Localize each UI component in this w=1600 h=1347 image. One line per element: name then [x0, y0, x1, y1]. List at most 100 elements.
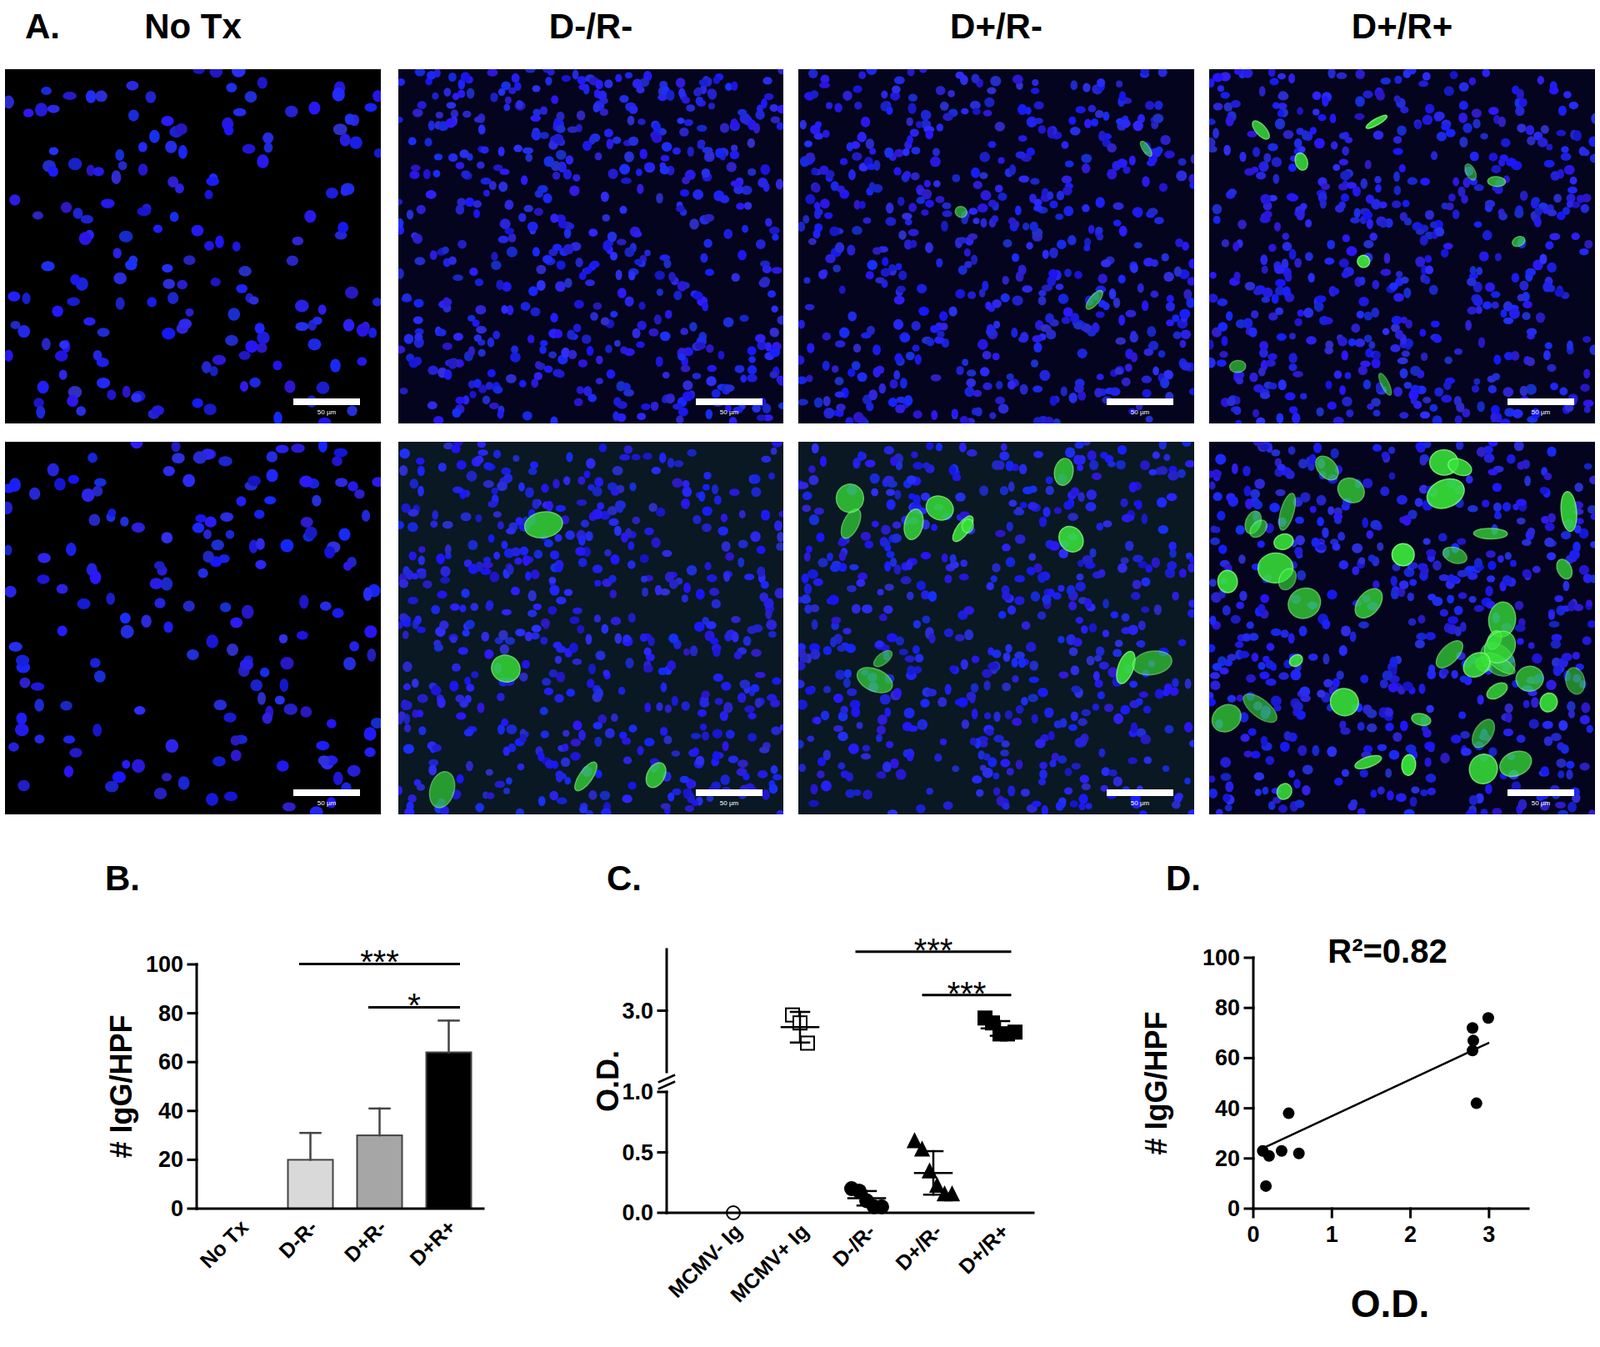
nucleus	[191, 398, 203, 409]
nucleus	[1030, 178, 1040, 185]
nucleus	[345, 286, 359, 300]
nucleus	[558, 220, 568, 229]
nucleus	[760, 580, 770, 589]
nucleus	[455, 712, 467, 720]
nucleus	[474, 455, 484, 465]
nucleus	[590, 311, 599, 320]
nucleus	[771, 266, 783, 274]
nucleus	[120, 625, 135, 639]
nucleus	[531, 498, 540, 509]
nucleus	[571, 658, 582, 665]
nucleus	[778, 402, 784, 410]
nucleus	[760, 509, 770, 520]
nucleus	[689, 321, 698, 331]
nucleus	[815, 120, 822, 128]
nucleus	[960, 108, 969, 115]
nucleus	[908, 202, 917, 212]
nucleus	[193, 69, 205, 75]
nucleus	[972, 390, 982, 398]
nucleus	[652, 121, 661, 133]
nucleus	[525, 153, 533, 162]
nucleus	[505, 374, 517, 384]
nucleus	[692, 372, 702, 380]
nucleus	[555, 645, 566, 653]
nucleus	[1129, 332, 1138, 343]
nucleus	[1055, 283, 1065, 290]
nucleus	[1118, 315, 1125, 326]
nucleus	[113, 272, 127, 285]
nucleus	[59, 370, 68, 380]
nucleus	[1044, 416, 1054, 424]
nucleus	[280, 656, 294, 670]
nucleus	[460, 588, 470, 599]
nucleus	[439, 620, 449, 630]
nucleus	[671, 788, 681, 795]
nucleus	[798, 375, 807, 385]
nucleus	[798, 320, 805, 330]
nucleus	[398, 710, 406, 720]
nucleus	[1098, 130, 1106, 142]
nucleus	[585, 458, 596, 470]
nucleus	[1147, 207, 1159, 216]
nucleus	[1100, 259, 1111, 268]
nucleus	[651, 132, 663, 144]
nucleus	[730, 150, 740, 160]
nucleus	[448, 358, 458, 370]
nucleus	[480, 146, 490, 155]
nucleus	[485, 791, 495, 799]
nucleus	[756, 414, 766, 421]
scale-bar	[695, 398, 763, 405]
nucleus	[96, 377, 110, 389]
nucleus	[902, 148, 910, 156]
nucleus	[550, 160, 561, 171]
nucleus	[162, 278, 175, 289]
nucleus	[62, 91, 77, 100]
nucleus	[540, 706, 549, 715]
nucleus	[711, 484, 719, 495]
nucleus	[1074, 270, 1083, 280]
nucleus	[525, 570, 532, 581]
nucleus	[648, 328, 659, 337]
nucleus	[990, 75, 1001, 87]
nucleus	[436, 697, 445, 709]
nucleus	[605, 345, 613, 354]
nucleus	[209, 69, 223, 78]
nucleus	[304, 210, 316, 223]
nucleus	[675, 205, 685, 212]
nucleus	[145, 90, 157, 104]
nucleus	[515, 516, 523, 525]
nucleus	[651, 537, 661, 549]
nucleus	[459, 149, 469, 159]
nucleus	[533, 603, 543, 610]
nucleus	[593, 102, 600, 113]
nucleus	[631, 453, 641, 460]
nucleus	[998, 403, 1010, 414]
nucleus	[35, 405, 45, 419]
nucleus	[692, 747, 700, 756]
nucleus	[398, 116, 404, 124]
nucleus	[595, 687, 604, 699]
nucleus	[960, 75, 969, 85]
nucleus	[318, 441, 328, 453]
nucleus	[442, 297, 450, 308]
nucleus	[846, 142, 854, 152]
nucleus	[535, 265, 546, 275]
nucleus	[1163, 271, 1175, 282]
nucleus	[686, 565, 697, 575]
nucleus	[450, 603, 460, 611]
nucleus	[681, 176, 690, 185]
nucleus	[508, 233, 517, 243]
nucleus	[193, 450, 207, 464]
nucleus	[875, 276, 885, 284]
nucleus	[770, 115, 781, 124]
nucleus	[587, 393, 597, 402]
nucleus	[465, 197, 475, 207]
nucleus	[318, 417, 332, 424]
nucleus	[661, 141, 673, 152]
nucleus	[203, 529, 212, 540]
nucleus	[567, 125, 579, 133]
nucleus	[1034, 117, 1044, 125]
nucleus	[822, 360, 830, 371]
nucleus	[737, 692, 747, 704]
nucleus	[1070, 312, 1080, 323]
